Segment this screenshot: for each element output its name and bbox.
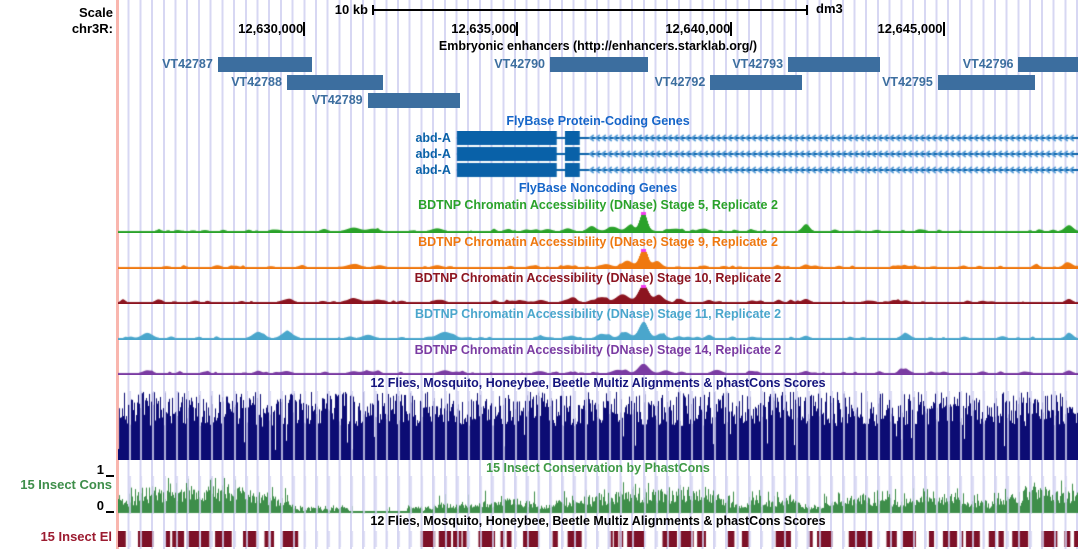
enhancer-label-VT42796: VT42796	[962, 57, 1014, 71]
scale-bar-left-cap	[372, 5, 374, 15]
dnase-stage5-title: BDTNP Chromatin Accessibility (DNase) St…	[418, 198, 778, 212]
enhancer-label-VT42790: VT42790	[494, 57, 545, 71]
noncoding-genes-track-title: FlyBase Noncoding Genes	[518, 181, 678, 195]
phastcons-axis-min-tick	[106, 511, 114, 513]
dnase-stage11-title: BDTNP Chromatin Accessibility (DNase) St…	[414, 307, 782, 321]
dnase-stage14-title: BDTNP Chromatin Accessibility (DNase) St…	[414, 343, 782, 357]
scale-bar-line	[374, 9, 806, 11]
phastcons-track-title: 15 Insect Conservation by PhastCons	[486, 461, 710, 475]
multiz-track-title-bottom: 12 Flies, Mosquito, Honeybee, Beetle Mul…	[370, 514, 826, 528]
phastcons-axis-max-tick	[106, 475, 114, 477]
enhancer-VT42790[interactable]	[550, 57, 648, 72]
flybase-coding-genes-track[interactable]	[118, 131, 1078, 178]
dnase-stage11-track[interactable]	[118, 320, 1078, 340]
enhancer-VT42788[interactable]	[286, 75, 383, 90]
enhancer-VT42793[interactable]	[788, 57, 881, 72]
assembly-label: dm3	[816, 1, 843, 16]
coding-genes-track-title: FlyBase Protein-Coding Genes	[506, 114, 690, 128]
phastcons-axis-min: 0	[96, 498, 104, 513]
enhancer-VT42796[interactable]	[1018, 57, 1078, 72]
dnase-stage5-track[interactable]	[118, 210, 1078, 233]
enhancer-VT42792[interactable]	[710, 75, 802, 90]
ruler-tick-12,635,000: 12,635,000	[398, 22, 519, 36]
scale-label: Scale	[79, 5, 113, 20]
enhancer-label-VT42789: VT42789	[311, 93, 363, 107]
phastcons-left-label: 15 Insect Cons	[20, 477, 112, 492]
phastcons-elements-left-label: 15 Insect El	[40, 529, 112, 544]
phastcons-elements-track[interactable]	[118, 531, 1078, 547]
phastcons-score-track[interactable]	[118, 476, 1078, 514]
multiz-track-title: 12 Flies, Mosquito, Honeybee, Beetle Mul…	[370, 376, 826, 390]
left-edge-marker-line	[116, 0, 119, 549]
enhancer-label-VT42792: VT42792	[654, 75, 706, 89]
enhancer-track-title: Embryonic enhancers (http://enhancers.st…	[438, 39, 758, 53]
enhancer-label-VT42787: VT42787	[162, 57, 213, 71]
dnase-stage9-track[interactable]	[118, 247, 1078, 269]
enhancer-label-VT42788: VT42788	[231, 75, 282, 89]
enhancer-VT42789[interactable]	[367, 93, 460, 108]
dnase-stage9-title: BDTNP Chromatin Accessibility (DNase) St…	[418, 235, 778, 249]
phastcons-axis-max: 1	[96, 462, 104, 477]
ruler-tick-12,640,000: 12,640,000	[612, 22, 733, 36]
multiz-conservation-track[interactable]	[118, 391, 1078, 460]
dnase-stage14-track[interactable]	[118, 362, 1078, 375]
dnase-stage10-title: BDTNP Chromatin Accessibility (DNase) St…	[414, 271, 782, 285]
ruler-tick-12,630,000: 12,630,000	[185, 22, 306, 36]
ruler-tick-12,645,000: 12,645,000	[825, 22, 945, 36]
chromosome-label: chr3R:	[71, 21, 113, 36]
dnase-stage10-track[interactable]	[118, 283, 1078, 304]
enhancer-VT42787[interactable]	[217, 57, 312, 72]
enhancer-label-VT42793: VT42793	[732, 57, 784, 71]
scale-bar-value: 10 kb	[334, 2, 368, 17]
enhancer-VT42795[interactable]	[937, 75, 1035, 90]
enhancer-label-VT42795: VT42795	[882, 75, 933, 89]
scale-bar-right-cap	[806, 5, 808, 15]
